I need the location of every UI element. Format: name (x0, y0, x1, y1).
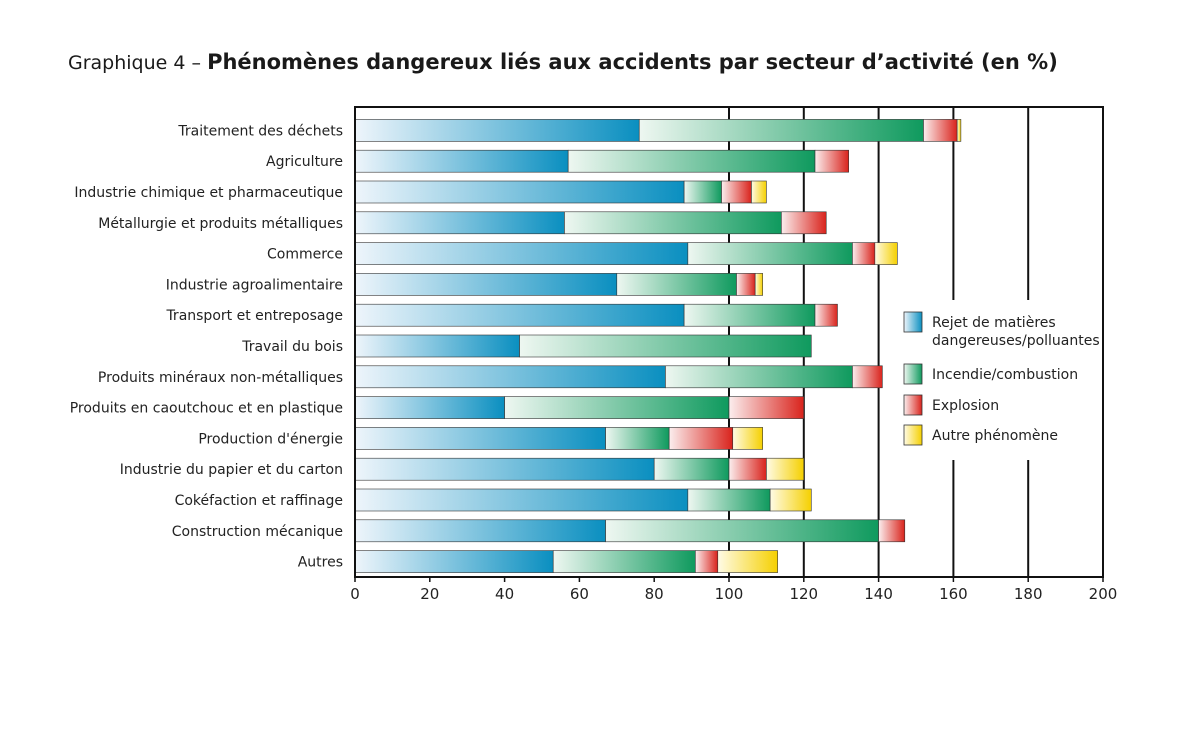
category-label: Produits en caoutchouc et en plastique (70, 401, 343, 417)
bar-segment (519, 334, 812, 358)
bar-segment (781, 211, 827, 235)
legend-label: Autre phénomène (932, 428, 1058, 444)
bar-segment (751, 180, 767, 204)
x-tick-label: 0 (350, 585, 360, 603)
bar-segment (956, 119, 962, 142)
bar-segment (354, 303, 685, 327)
x-tick-label: 180 (1014, 585, 1043, 603)
legend-swatch (903, 363, 923, 385)
legend-label: Incendie/combustion (932, 367, 1078, 383)
chart-title-prefix: Graphique 4 – (68, 52, 208, 74)
frame-layer (354, 106, 1104, 582)
bar-segment (354, 119, 640, 142)
legend-swatch (903, 394, 923, 416)
chart-title-main: Phénomènes dangereux liés aux accidents … (207, 50, 1058, 74)
bar-segment (814, 303, 838, 327)
category-label: Autres (298, 555, 343, 571)
category-label: Construction mécanique (172, 524, 343, 540)
bar-segment (923, 119, 958, 142)
category-label: Agriculture (266, 154, 343, 170)
bar-segment (354, 396, 505, 419)
bar-segment (683, 303, 816, 327)
bar-segment (687, 242, 853, 265)
bar-segment (668, 427, 734, 450)
bar-segment (354, 273, 618, 296)
bar-segment (814, 149, 849, 173)
bar-segment (354, 457, 655, 481)
category-label: Production d'énergie (198, 431, 343, 447)
bar-segment (695, 550, 719, 573)
category-label: Travail du bois (241, 339, 343, 355)
bar-segment (354, 519, 606, 543)
bar-segment (874, 242, 898, 265)
bar-segment (878, 519, 906, 543)
x-tick-label: 40 (495, 585, 514, 603)
bar-segment (354, 149, 569, 173)
bar-segment (616, 273, 737, 296)
bar-segment (732, 427, 763, 450)
legend-background (896, 300, 1101, 460)
bar-segment (504, 396, 730, 419)
category-label: Produits minéraux non-métalliques (98, 370, 343, 386)
x-tick-label: 100 (715, 585, 744, 603)
bar-segment (564, 211, 782, 235)
category-label: Commerce (267, 247, 343, 263)
category-label: Cokéfaction et raffinage (175, 493, 343, 509)
x-tick-label: 120 (789, 585, 818, 603)
category-label: Industrie chimique et pharmaceutique (74, 185, 343, 201)
legend-swatch (903, 311, 923, 333)
bar-segment (852, 365, 883, 389)
bar-segment (717, 550, 778, 573)
legend-label: Explosion (932, 398, 999, 414)
bar-segment (354, 180, 685, 204)
bar-segment (354, 334, 520, 358)
x-tick-label: 160 (939, 585, 968, 603)
bar-segment (354, 488, 689, 512)
bar-segment (605, 519, 879, 543)
bar-segment (638, 119, 924, 142)
bar-segment (354, 550, 554, 573)
bar-segment (354, 242, 689, 265)
bar-segment (766, 457, 805, 481)
x-tick-label: 60 (570, 585, 589, 603)
label-layer: Traitement des déchets Agriculture Industr… (70, 123, 1118, 603)
bar-segment (687, 488, 771, 512)
bar-layer (354, 119, 962, 573)
legend-swatch (903, 424, 923, 446)
category-label: Traitement des déchets (177, 123, 343, 139)
category-label: Métallurgie et produits métalliques (98, 216, 343, 232)
x-tick-label: 80 (645, 585, 664, 603)
bar-segment (567, 149, 816, 173)
x-tick-label: 200 (1089, 585, 1118, 603)
legend-label: Rejet de matières dangereuses/polluantes (932, 315, 1100, 349)
category-label: Industrie du papier et du carton (120, 462, 343, 478)
bar-segment (653, 457, 730, 481)
legend: Rejet de matières dangereuses/polluantes I… (896, 300, 1101, 460)
bar-segment (754, 273, 763, 296)
category-label: Transport et entreposage (165, 308, 343, 324)
bar-segment (769, 488, 812, 512)
bar-segment (354, 365, 666, 389)
category-label: Industrie agroalimentaire (166, 277, 343, 293)
bar-segment (683, 180, 722, 204)
bar-segment (721, 180, 752, 204)
bar-segment (354, 211, 565, 235)
chart-title: Graphique 4 – Phénomènes dangereux liés … (68, 50, 1058, 74)
bar-segment (665, 365, 853, 389)
bar-segment (552, 550, 696, 573)
bar-segment (605, 427, 670, 450)
bar-segment (852, 242, 876, 265)
bar-segment (354, 427, 606, 450)
bar-segment (728, 457, 767, 481)
x-tick-label: 140 (864, 585, 893, 603)
bar-segment (736, 273, 756, 296)
x-tick-label: 20 (420, 585, 439, 603)
bar-segment (728, 396, 805, 419)
